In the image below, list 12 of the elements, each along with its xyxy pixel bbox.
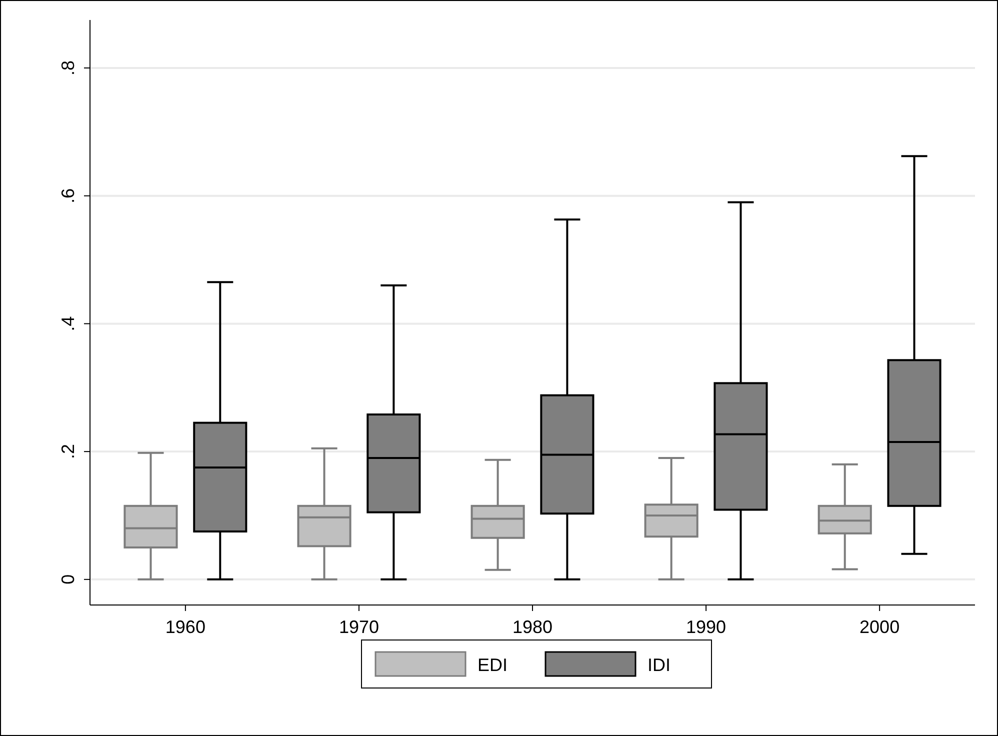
legend-label: IDI	[648, 655, 671, 675]
x-tick-label: 1970	[338, 617, 379, 637]
x-tick-label: 1990	[686, 617, 726, 637]
legend-label: EDI	[478, 655, 508, 675]
x-tick-label: 2000	[860, 617, 900, 637]
y-tick-label: 0	[58, 574, 78, 584]
x-tick-label: 1980	[512, 617, 553, 637]
y-tick-label: .2	[58, 444, 78, 460]
y-tick-label: .6	[58, 188, 78, 204]
x-tick-label: 1960	[165, 617, 206, 637]
y-tick-label: .4	[58, 316, 78, 332]
y-tick-label: .8	[58, 60, 78, 76]
